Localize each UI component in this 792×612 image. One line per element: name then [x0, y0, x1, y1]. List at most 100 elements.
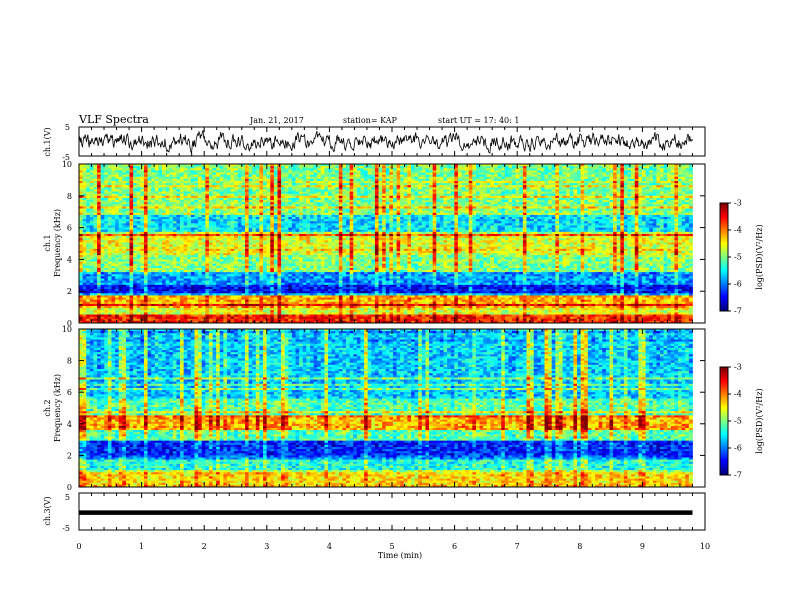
spectrogram-cell — [291, 166, 296, 169]
spectrogram-cell — [263, 172, 268, 175]
spectrogram-cell — [407, 172, 412, 175]
spectrogram-cell — [667, 164, 672, 167]
spectrogram-cell — [208, 172, 213, 175]
spectrogram-cell — [97, 174, 102, 178]
spectrogram-cell — [432, 166, 437, 169]
spectrogram-cell — [374, 164, 379, 167]
spectrogram-cell — [439, 170, 444, 173]
spectrogram-cell — [79, 164, 84, 167]
spectrogram-cell — [122, 172, 127, 175]
spectrogram-cell — [104, 166, 109, 169]
spectrogram-cell — [309, 170, 314, 173]
spectrogram-cell — [180, 174, 185, 178]
spectrogram-cell — [512, 170, 517, 173]
spectrogram-cell — [86, 164, 91, 167]
spectrogram-cell — [569, 164, 574, 167]
spectrogram-cell — [140, 168, 145, 171]
spectrogram-cell — [609, 170, 614, 173]
spectrogram-cell — [421, 170, 426, 173]
spectrogram-cell — [360, 168, 365, 171]
spectrogram-cell — [461, 164, 466, 167]
spectrogram-cell — [125, 166, 130, 169]
spectrogram-cell — [562, 164, 567, 167]
spectrogram-cell — [158, 166, 163, 169]
spectrogram-cell — [255, 172, 260, 175]
spectrogram-cell — [367, 172, 372, 175]
spectrogram-cell — [429, 172, 434, 175]
spectrogram-cell — [237, 164, 242, 167]
spectrogram-cell — [147, 174, 152, 178]
spectrogram-cell — [631, 164, 636, 167]
spectrogram-cell — [605, 172, 610, 175]
spectrogram-cell — [638, 166, 643, 169]
spectrogram-cell — [457, 166, 462, 169]
spectrogram-cell — [468, 164, 473, 167]
spectrogram-cell — [237, 168, 242, 171]
spectrogram-cell — [519, 168, 524, 171]
spectrogram-cell — [436, 166, 441, 169]
spectrogram-cell — [104, 174, 109, 178]
spectrogram-cell — [338, 164, 343, 167]
spectrogram-cell — [342, 168, 347, 171]
spectrogram-cell — [219, 170, 224, 173]
spectrogram-cell — [681, 164, 686, 167]
spectrogram-cell — [374, 172, 379, 175]
spectrogram-cell — [418, 166, 423, 169]
ch1-waveform-ytick-top: 5 — [65, 123, 70, 132]
spectrogram-cell — [349, 164, 354, 167]
spectrogram-cell — [533, 170, 538, 173]
spectrogram-cell — [122, 168, 127, 171]
spectrogram-cell — [309, 166, 314, 169]
spectrogram-cell — [346, 168, 351, 171]
spectrogram-cell — [605, 166, 610, 169]
spectrogram-cell — [364, 168, 369, 171]
spectrogram-cell — [425, 164, 430, 167]
spectrogram-cell — [317, 168, 322, 171]
spectrogram-cell — [356, 172, 361, 175]
spectrogram-cell — [234, 168, 239, 171]
spectrogram-cell — [667, 170, 672, 173]
spectrogram-cell — [86, 168, 91, 171]
spectrogram-cell — [338, 168, 343, 171]
spectrogram-cell — [454, 164, 459, 167]
spectrogram-cell — [346, 164, 351, 167]
spectrogram-cell — [205, 164, 210, 167]
spectrogram-cell — [432, 168, 437, 171]
spectrogram-cell — [421, 168, 426, 171]
spectrogram-cell — [86, 172, 91, 175]
spectrogram-cell — [115, 170, 120, 173]
spectrogram-cell — [486, 166, 491, 169]
spectrogram-cell — [198, 170, 203, 173]
spectrogram-cell — [291, 168, 296, 171]
spectrogram-cell — [620, 170, 625, 173]
spectrogram-cell — [530, 170, 535, 173]
spectrogram-cell — [678, 172, 683, 175]
spectrogram-cell — [97, 172, 102, 175]
spectrogram-cell — [208, 168, 213, 171]
spectrogram-cell — [360, 172, 365, 175]
spectrogram-cell — [288, 170, 293, 173]
spectrogram-cell — [382, 166, 387, 169]
spectrogram-cell — [447, 172, 452, 175]
spectrogram-cell — [678, 166, 683, 169]
spectrogram-cell — [605, 164, 610, 167]
spectrogram-cell — [497, 170, 502, 173]
spectrogram-cell — [356, 164, 361, 167]
spectrogram-cell — [512, 164, 517, 167]
spectrogram-cell — [226, 172, 231, 175]
spectrogram-cell — [580, 168, 585, 171]
spectrogram-cell — [551, 164, 556, 167]
spectrogram-cell — [104, 168, 109, 171]
spectrogram-cell — [660, 172, 665, 175]
spectrogram-cell — [169, 168, 174, 171]
spectrogram-cell — [490, 166, 495, 169]
spectrogram-cell — [266, 166, 271, 169]
spectrogram-cell — [418, 168, 423, 171]
spectrogram-cell — [544, 172, 549, 175]
spectrogram-cell — [162, 166, 167, 169]
spectrogram-cell — [425, 168, 430, 171]
spectrogram-cell — [591, 168, 596, 171]
spectrogram-cell — [465, 170, 470, 173]
spectrogram-cell — [573, 168, 578, 171]
spectrogram-cell — [140, 170, 145, 173]
